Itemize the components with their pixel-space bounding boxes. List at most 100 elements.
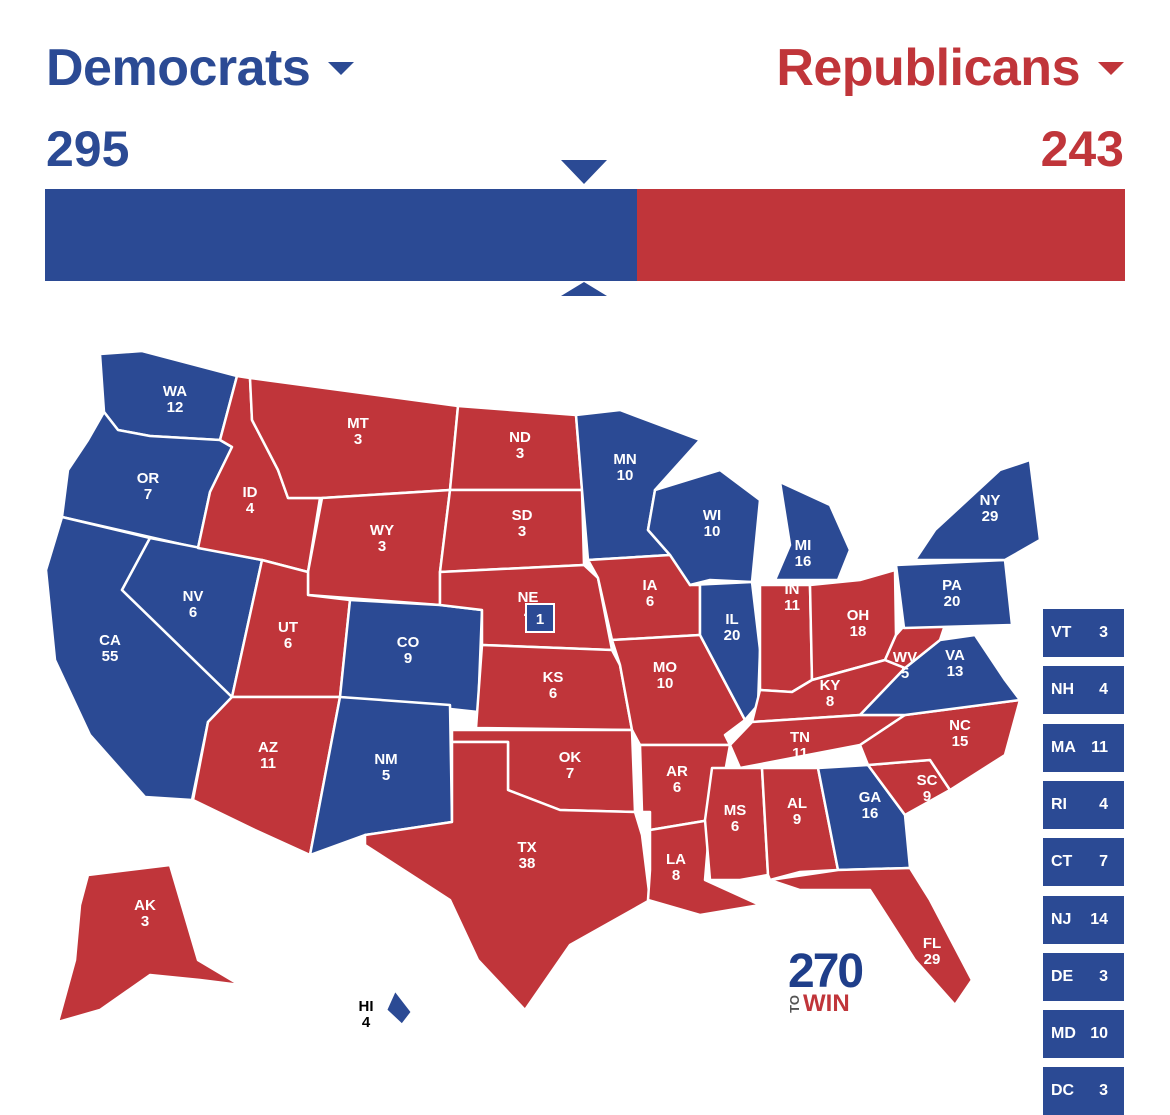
small-state-dc[interactable]: DC 3 xyxy=(1043,1067,1124,1115)
state-abbr: OK xyxy=(559,749,582,766)
state-label-ks: KS 6 xyxy=(543,669,564,702)
state-pa[interactable] xyxy=(894,558,1014,630)
state-ev: 18 xyxy=(850,623,867,640)
state-label-ky: KY 8 xyxy=(820,677,841,710)
state-ev: 7 xyxy=(144,486,152,503)
small-state-md[interactable]: MD 10 xyxy=(1043,1010,1124,1059)
state-hi[interactable] xyxy=(384,988,414,1027)
state-ev: 8 xyxy=(826,693,834,710)
state-abbr: AZ xyxy=(258,739,278,756)
small-state-abbr: NH xyxy=(1051,681,1075,699)
state-label-ny: NY 29 xyxy=(980,492,1001,525)
state-abbr: WI xyxy=(703,507,721,524)
small-state-abbr: DC xyxy=(1051,1082,1075,1100)
state-ev: 3 xyxy=(378,538,386,555)
state-label-mt: MT 3 xyxy=(347,415,369,448)
state-label-fl: FL 29 xyxy=(923,935,941,968)
small-state-vt[interactable]: VT 3 xyxy=(1043,609,1124,657)
state-ev: 3 xyxy=(141,913,149,930)
state-label-id: ID 4 xyxy=(243,484,258,517)
state-abbr: ID xyxy=(243,484,258,501)
state-abbr: KS xyxy=(543,669,564,686)
state-il[interactable] xyxy=(688,580,762,722)
state-label-wa: WA 12 xyxy=(163,383,187,416)
small-state-ri[interactable]: RI 4 xyxy=(1043,780,1124,829)
state-label-al: AL 9 xyxy=(787,795,807,828)
state-label-wy: WY 3 xyxy=(370,522,394,555)
state-ev: 38 xyxy=(519,855,536,872)
state-ak[interactable] xyxy=(56,863,242,1024)
small-state-ev: 10 xyxy=(1090,1025,1108,1043)
small-state-ev: 3 xyxy=(1099,624,1108,641)
state-abbr: FL xyxy=(923,935,941,952)
small-state-nh[interactable]: NH 4 xyxy=(1043,666,1124,715)
republican-total: 243 xyxy=(1040,121,1124,177)
state-abbr: MS xyxy=(724,802,747,819)
small-state-abbr: CT xyxy=(1051,853,1073,871)
ne-district-box-label: 1 xyxy=(536,611,544,628)
state-abbr: AL xyxy=(787,795,807,812)
state-abbr: PA xyxy=(942,577,962,594)
state-mi[interactable] xyxy=(773,480,852,582)
triangle-marker-icon xyxy=(561,160,607,184)
state-ny[interactable] xyxy=(913,458,1040,562)
state-abbr: AK xyxy=(134,897,156,914)
state-ev: 6 xyxy=(284,635,292,652)
small-state-ma[interactable]: MA 11 xyxy=(1043,723,1124,772)
state-label-nm: NM 5 xyxy=(374,751,397,784)
state-abbr: NC xyxy=(949,717,971,734)
state-abbr: CA xyxy=(99,632,121,649)
state-ev: 5 xyxy=(901,665,909,682)
state-label-nc: NC 15 xyxy=(949,717,971,750)
state-abbr: VA xyxy=(945,647,965,664)
state-ev: 10 xyxy=(704,523,721,540)
state-tx[interactable] xyxy=(363,740,652,1012)
state-label-ar: AR 6 xyxy=(666,763,688,796)
state-label-co: CO 9 xyxy=(397,634,420,667)
democrat-total: 295 xyxy=(46,121,130,177)
small-state-abbr: VT xyxy=(1051,624,1072,641)
state-sd[interactable] xyxy=(438,488,586,574)
state-ev: 6 xyxy=(673,779,681,796)
state-label-pa: PA 20 xyxy=(942,577,962,610)
republicans-selector[interactable]: Republicans xyxy=(776,38,1124,98)
state-ev: 8 xyxy=(672,867,680,884)
small-state-ct[interactable]: CT 7 xyxy=(1043,838,1124,887)
electoral-vote-bar xyxy=(45,189,1125,281)
state-label-va: VA 13 xyxy=(945,647,965,680)
state-abbr: KY xyxy=(820,677,841,694)
small-state-abbr: DE xyxy=(1051,967,1074,985)
state-label-wi: WI 10 xyxy=(703,507,721,540)
state-abbr: MO xyxy=(653,659,677,676)
state-ev: 6 xyxy=(549,685,557,702)
state-ev: 20 xyxy=(944,593,961,610)
ne-district-box[interactable] xyxy=(525,603,555,633)
state-abbr: TN xyxy=(790,729,810,746)
state-label-il: IL 20 xyxy=(724,611,741,644)
democrats-selector[interactable]: Democrats xyxy=(46,38,355,98)
state-abbr: MI xyxy=(795,537,812,554)
state-label-mo: MO 10 xyxy=(653,659,677,692)
state-label-nd: ND 3 xyxy=(509,429,531,462)
state-abbr: OH xyxy=(847,607,870,624)
state-label-ia: IA 6 xyxy=(643,577,658,610)
state-fl[interactable] xyxy=(768,866,974,1007)
state-ev: 4 xyxy=(246,500,255,517)
state-abbr: HI xyxy=(359,998,374,1015)
democrats-label: Democrats xyxy=(46,39,311,97)
state-abbr: GA xyxy=(859,789,882,806)
small-state-nj[interactable]: NJ 14 xyxy=(1043,895,1124,944)
state-label-ok: OK 7 xyxy=(559,749,582,782)
small-state-ev: 3 xyxy=(1099,967,1108,985)
small-state-ev: 4 xyxy=(1099,795,1108,813)
state-wi[interactable] xyxy=(646,468,762,587)
triangle-marker-icon xyxy=(561,282,607,296)
small-state-ev: 11 xyxy=(1091,738,1108,756)
small-state-ev: 14 xyxy=(1090,910,1108,928)
state-label-ca: CA 55 xyxy=(99,632,121,665)
state-ev: 6 xyxy=(189,604,197,621)
state-ev: 16 xyxy=(795,553,812,570)
state-abbr: NM xyxy=(374,751,397,768)
small-state-de[interactable]: DE 3 xyxy=(1043,952,1124,1001)
